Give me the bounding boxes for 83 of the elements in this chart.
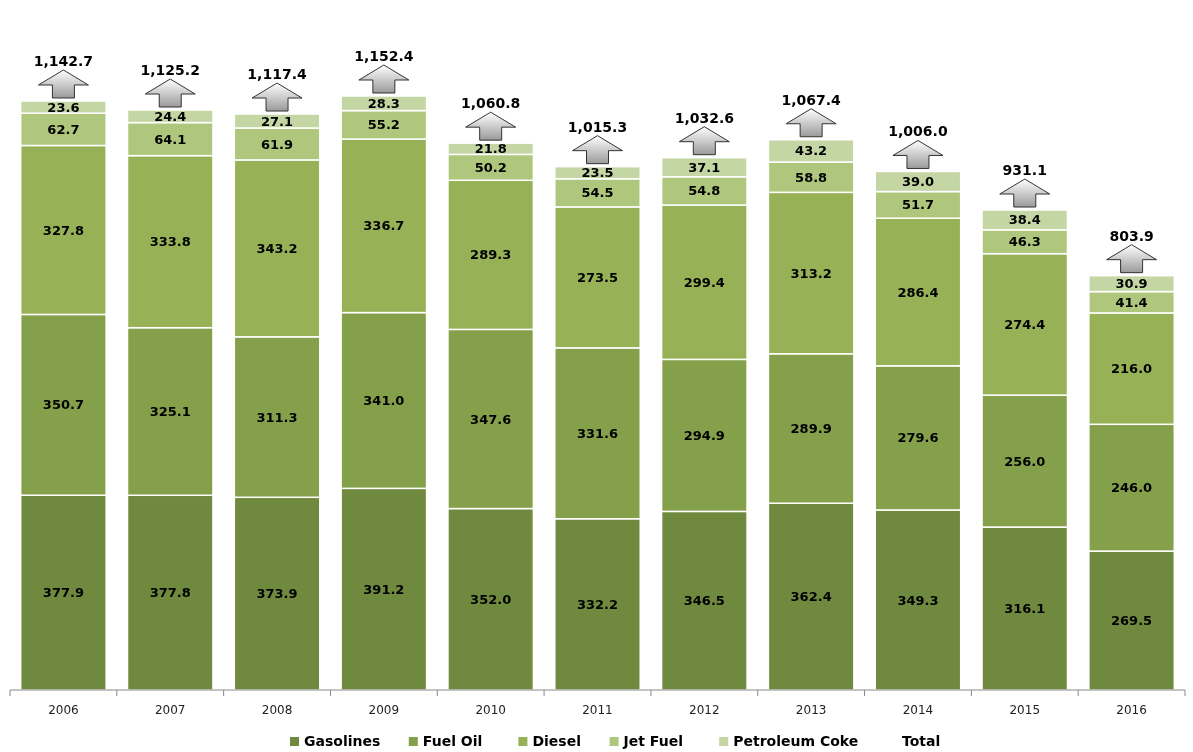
x-tick-label: 2009: [368, 703, 400, 717]
data-label: 332.2: [576, 596, 619, 612]
legend-label: Gasolines: [304, 733, 381, 749]
data-label: 51.7: [901, 197, 934, 213]
data-label: 294.9: [683, 427, 725, 443]
data-label: 24.4: [154, 108, 187, 124]
x-tick-label: 2014: [902, 703, 934, 717]
data-label: 289.3: [470, 247, 512, 263]
text: Total: [902, 733, 941, 749]
x-tick-label: 2012: [689, 703, 720, 717]
data-label: 27.1: [261, 113, 294, 129]
x-tick-label: 2008: [261, 703, 293, 717]
legend-label: Jet Fuel: [622, 733, 684, 749]
data-label: 325.1: [149, 404, 191, 420]
data-label: 23.6: [47, 99, 80, 115]
legend-label: Fuel Oil: [422, 733, 483, 749]
x-tick-label: 2007: [154, 703, 186, 717]
x-tick-label: 2011: [582, 703, 613, 717]
data-label: 274.4: [1004, 316, 1046, 332]
data-label: 28.3: [367, 95, 400, 111]
data-label: 313.2: [790, 265, 832, 281]
total-label: 1,067.4: [781, 91, 842, 108]
data-label: 331.6: [576, 425, 619, 441]
total-label: 1,032.6: [674, 109, 734, 126]
data-label: 352.0: [470, 591, 512, 607]
data-label: 61.9: [261, 136, 294, 152]
total-label: 1,006.0: [888, 123, 948, 140]
x-tick-label: 2013: [795, 703, 827, 717]
data-label: 216.0: [1111, 361, 1153, 377]
data-label: 347.6: [470, 411, 512, 427]
data-label: 246.0: [1111, 480, 1153, 496]
data-label: 373.9: [256, 586, 298, 602]
total-label: 1,152.4: [354, 48, 414, 64]
data-label: 316.1: [1004, 601, 1046, 617]
data-label: 54.8: [688, 183, 721, 199]
data-label: 362.4: [790, 589, 832, 605]
total-label: 1,060.8: [461, 95, 521, 112]
total-label: 1,125.2: [140, 62, 200, 79]
data-label: 273.5: [576, 269, 619, 285]
data-label: 350.7: [42, 397, 84, 413]
data-label: 269.5: [1111, 613, 1153, 629]
x-tick-label: 2016: [1116, 703, 1147, 717]
data-label: 327.8: [42, 222, 84, 238]
data-label: 377.9: [42, 585, 84, 601]
data-label: 279.6: [897, 430, 939, 446]
data-label: 54.5: [581, 185, 614, 201]
x-tick-label: 2006: [48, 703, 79, 717]
data-label: 256.0: [1004, 453, 1046, 469]
data-label: 336.7: [363, 218, 405, 234]
data-label: 311.3: [256, 409, 298, 425]
total-label: 1,117.4: [247, 66, 307, 83]
data-label: 41.4: [1115, 294, 1148, 310]
data-label: 377.8: [149, 585, 191, 601]
total-label: 803.9: [1109, 227, 1154, 244]
total-label: 1,142.7: [33, 53, 94, 69]
legend-label: Diesel: [532, 733, 581, 749]
x-tick-label: 2010: [475, 703, 506, 717]
data-label: 46.3: [1008, 234, 1041, 250]
data-label: 43.2: [795, 143, 828, 159]
data-label: 346.5: [683, 593, 725, 609]
data-label: 23.5: [581, 165, 614, 181]
data-label: 39.0: [901, 174, 934, 190]
data-label: 58.8: [795, 169, 828, 185]
data-label: 30.9: [1115, 276, 1148, 292]
data-label: 55.2: [367, 117, 400, 133]
data-label: 333.8: [149, 234, 191, 250]
data-label: 341.0: [363, 393, 405, 409]
data-label: 391.2: [363, 581, 405, 597]
data-label: 38.4: [1008, 212, 1041, 228]
data-label: 299.4: [683, 274, 725, 290]
data-label: 343.2: [256, 240, 298, 256]
data-label: 62.7: [47, 121, 80, 137]
data-label: 289.9: [790, 421, 832, 437]
x-tick-label: 2015: [1009, 703, 1041, 717]
data-label: 21.8: [474, 141, 507, 157]
data-label: 349.3: [897, 592, 939, 608]
data-label: 37.1: [688, 159, 721, 175]
data-label: 50.2: [474, 159, 507, 175]
data-label: 64.1: [154, 131, 187, 147]
total-label: 1,015.3: [567, 118, 628, 135]
legend-label: Petroleum Coke: [733, 733, 859, 749]
total-label: 931.1: [1002, 162, 1047, 179]
data-label: 286.4: [897, 284, 939, 300]
